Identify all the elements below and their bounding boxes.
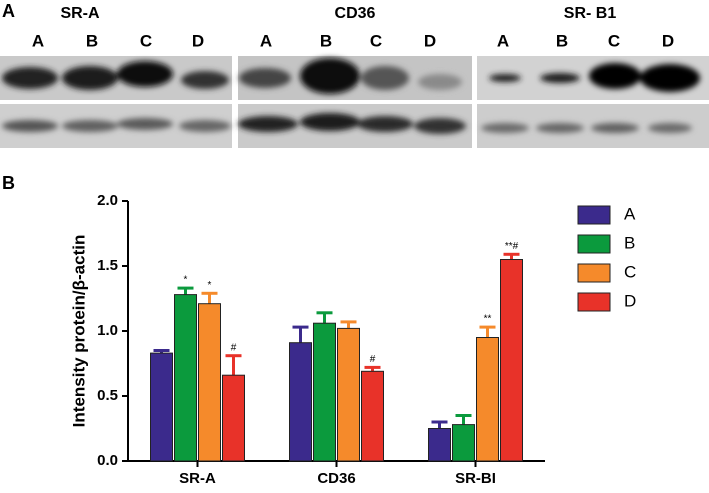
bar [428,428,451,462]
bar [222,374,245,462]
lane-label: C [140,31,152,50]
bar [452,424,475,462]
legend-swatch [577,263,611,283]
blot-title: CD36 [335,5,376,22]
legend-swatch [577,205,611,225]
legend-swatch [577,292,611,312]
lane-label: D [662,31,674,50]
y-tick-label: 2.0 [97,192,118,209]
bar [174,294,197,462]
y-axis-title: Intensity protein/β-actin [69,235,88,428]
bar [476,337,499,462]
bar [198,303,221,462]
x-tick-label: SR-A [179,470,216,487]
bar [361,370,384,462]
panel-label: B [2,173,15,193]
panel-label: A [2,1,15,21]
bar [500,259,523,462]
significance-label: # [370,354,376,365]
blot-bands [2,58,700,134]
y-tick-label: 0.5 [97,387,118,404]
lane-label: D [192,31,204,50]
legend-label: A [624,204,636,223]
lane-label: B [86,31,98,50]
bar [313,322,336,462]
lane-label: B [320,31,332,50]
lane-label: A [32,31,44,50]
blot-title: SR- B1 [564,5,617,22]
lane-label: C [608,31,620,50]
x-tick-label: SR-BI [455,470,496,487]
bar [289,342,312,462]
blots [0,56,709,148]
y-tick-label: 0.0 [97,452,118,469]
significance-label: * [184,275,188,286]
bar [150,352,173,462]
legend-swatch [577,234,611,254]
lane-label: C [370,31,382,50]
y-tick-label: 1.0 [97,322,118,339]
legend-label: D [624,291,636,310]
significance-label: ** [484,314,492,325]
lane-label: B [556,31,568,50]
lane-label: A [497,31,509,50]
legend-label: B [624,233,635,252]
legend-label: C [624,262,636,281]
significance-label: * [208,280,212,291]
significance-label: **# [505,241,519,252]
bar [337,327,360,462]
significance-label: # [231,342,237,353]
lane-label: A [260,31,272,50]
x-tick-label: CD36 [317,470,355,487]
y-tick-label: 1.5 [97,257,118,274]
lane-label: D [424,31,436,50]
blot-title: SR-A [60,5,100,22]
